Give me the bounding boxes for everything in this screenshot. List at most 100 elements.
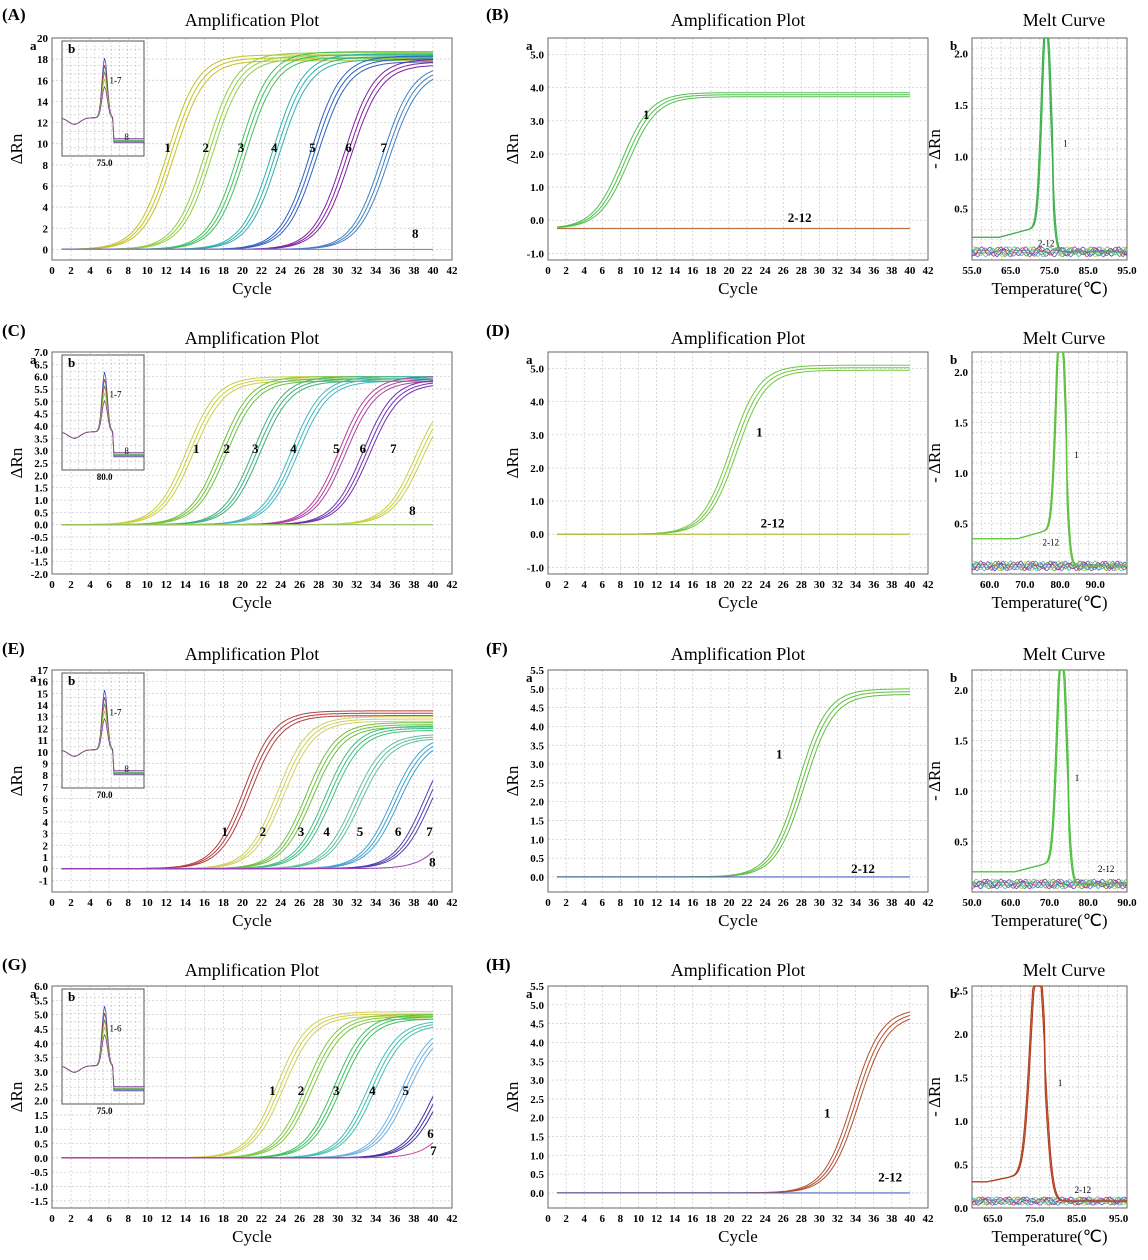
x-tick-label: 18	[218, 265, 230, 277]
y-tick-label: 11	[38, 735, 48, 747]
x-tick-label: 75.0	[1025, 1213, 1045, 1225]
inset-sub-label: b	[68, 41, 75, 56]
inset-sub-label: b	[68, 673, 75, 688]
inset-note-2: 8	[124, 446, 129, 456]
y-tick-label: -0.5	[31, 532, 49, 544]
y-tick-label: 3.0	[530, 116, 544, 128]
x-tick-label: 0	[545, 1213, 551, 1225]
x-tick-label: 38	[408, 1213, 420, 1225]
x-tick-label: 12	[161, 579, 173, 591]
curve-label: 8	[412, 226, 419, 241]
y-axis-label: ΔRn	[7, 765, 26, 796]
x-tick-label: 0	[49, 897, 55, 909]
x-tick-label: 70.0	[1040, 897, 1060, 909]
x-tick-label: 38	[886, 579, 898, 591]
curve-label: 4	[323, 824, 330, 839]
x-tick-label: 60.0	[1001, 897, 1021, 909]
x-axis-label: Temperature(℃)	[991, 279, 1107, 298]
y-tick-label: 4.5	[530, 703, 544, 715]
y-tick-label: 1.5	[34, 483, 48, 495]
x-tick-label: 32	[351, 897, 363, 909]
sub-label: a	[526, 986, 533, 1001]
y-tick-label: 10	[37, 139, 49, 151]
curve-label: 2-12	[1075, 1185, 1092, 1195]
x-tick-label: 8	[125, 579, 131, 591]
sub-label: a	[30, 986, 37, 1001]
plot-frame	[971, 985, 1128, 1209]
x-tick-label: 0	[545, 897, 551, 909]
y-tick-label: 1	[43, 852, 49, 864]
melt-curve-negative	[971, 560, 1128, 572]
y-tick-label: 5.5	[34, 384, 48, 396]
y-tick-label: 1.0	[954, 1116, 968, 1128]
y-tick-label: 3.5	[530, 1056, 544, 1068]
x-axis-label: Cycle	[232, 593, 272, 612]
x-tick-label: 30	[814, 579, 826, 591]
curve-label: 3	[238, 140, 245, 155]
y-tick-label: 18	[37, 54, 49, 66]
y-tick-label: 6.0	[34, 372, 48, 384]
plot-frame	[51, 37, 453, 261]
panel-label: (C)	[2, 321, 26, 340]
x-tick-label: 6	[600, 1213, 606, 1225]
x-tick-label: 32	[832, 579, 844, 591]
amplification-curve-1	[557, 1018, 911, 1194]
inset-tick: 75.0	[97, 1106, 113, 1116]
y-axis-label: ΔRn	[503, 1081, 522, 1112]
melt-curve-negative	[971, 878, 1128, 890]
x-tick-label: 30	[332, 579, 344, 591]
x-tick-label: 38	[408, 897, 420, 909]
y-tick-label: 16	[37, 677, 49, 689]
x-tick-label: 34	[850, 897, 862, 909]
x-tick-label: 0	[49, 579, 55, 591]
y-tick-label: 0.0	[530, 529, 544, 541]
x-axis-label: Temperature(℃)	[991, 911, 1107, 930]
x-tick-label: 40	[904, 897, 916, 909]
y-tick-label: 2.0	[34, 470, 48, 482]
curve-label: 4	[290, 441, 297, 456]
x-tick-label: 38	[408, 579, 420, 591]
curve-label: 1	[193, 441, 200, 456]
panel-label: (D)	[486, 321, 510, 340]
x-tick-label: 16	[199, 265, 211, 277]
melt-curve-negative	[971, 1196, 1128, 1206]
y-axis-label: ΔRn	[7, 1081, 26, 1112]
x-tick-label: 42	[923, 265, 935, 277]
x-tick-label: 55.0	[962, 265, 982, 277]
x-tick-label: 40	[427, 579, 439, 591]
y-tick-label: 5.0	[530, 364, 544, 376]
curve-label: 2-12	[851, 861, 875, 876]
y-tick-label: 1.5	[954, 1072, 968, 1084]
chart-title: Amplification Plot	[671, 644, 806, 664]
inset-note: 1-7	[110, 390, 122, 400]
x-tick-label: 40	[427, 265, 439, 277]
y-tick-label: 12	[37, 118, 49, 130]
x-tick-label: 8	[618, 579, 624, 591]
x-tick-label: 20	[723, 579, 735, 591]
x-tick-label: 6	[600, 579, 606, 591]
x-tick-label: 26	[778, 579, 790, 591]
amplification-curve-1	[556, 92, 910, 228]
panel-label: (E)	[2, 639, 25, 658]
amplification-curve-8	[61, 851, 434, 870]
x-tick-label: 42	[447, 897, 459, 909]
y-tick-label: 3.0	[530, 430, 544, 442]
x-tick-label: 90.0	[1117, 897, 1137, 909]
x-tick-label: 12	[651, 1213, 663, 1225]
x-tick-label: 18	[705, 897, 717, 909]
melt-curve-negative	[971, 560, 1128, 572]
curve-label: 1	[222, 824, 229, 839]
y-tick-label: 4.5	[530, 1019, 544, 1031]
x-tick-label: 0	[545, 579, 551, 591]
x-tick-label: 65.0	[983, 1213, 1003, 1225]
y-tick-label: 2.5	[530, 1094, 544, 1106]
y-tick-label: 10	[37, 747, 49, 759]
x-tick-label: 12	[161, 265, 173, 277]
x-tick-label: 40	[904, 1213, 916, 1225]
x-tick-label: 24	[760, 579, 772, 591]
curve-label: 7	[426, 824, 433, 839]
curve-label: 2-12	[1038, 239, 1055, 249]
x-tick-label: 4	[87, 1213, 93, 1225]
melt-curve-peak	[972, 37, 1127, 253]
